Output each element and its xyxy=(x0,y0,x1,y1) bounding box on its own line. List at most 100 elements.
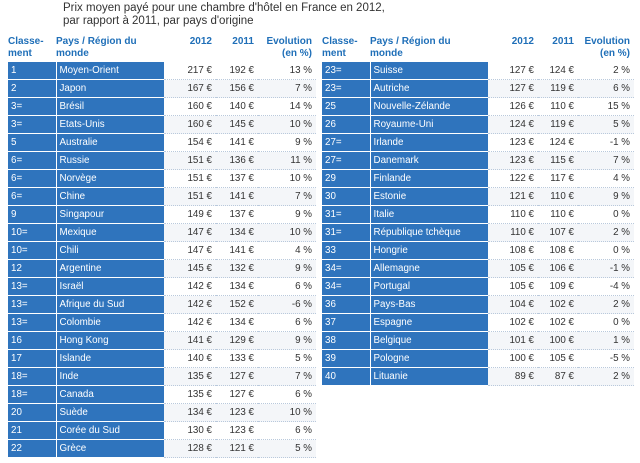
country-cell: Suède xyxy=(56,403,164,422)
price-2012-cell: 105 € xyxy=(488,259,538,278)
rank-cell: 6= xyxy=(8,169,57,188)
price-2012-cell: 142 € xyxy=(164,313,216,332)
evolution-cell: 9 % xyxy=(258,205,316,224)
evolution-cell: 10 % xyxy=(258,115,316,134)
price-2012-cell: 151 € xyxy=(164,151,216,170)
price-2012-cell: 151 € xyxy=(164,169,216,188)
table-row: 13= Israël 142 €134 €6 % xyxy=(8,277,316,296)
country-cell: Belgique xyxy=(370,331,488,350)
price-2012-cell: 147 € xyxy=(164,241,216,260)
table-row: 9 Singapour 149 €137 €9 % xyxy=(8,205,316,224)
evolution-cell: 10 % xyxy=(258,403,316,422)
header-country: Pays / Région du monde xyxy=(56,36,137,59)
evolution-cell: 7 % xyxy=(578,151,634,170)
header-evolution: Evolution (en %) xyxy=(584,36,630,59)
table-row: 37 Espagne 102 €102 €0 % xyxy=(322,313,634,332)
table-row: 3= Etats-Unis 160 €145 €10 % xyxy=(8,115,316,134)
price-2012-cell: 149 € xyxy=(164,205,216,224)
table-header-row: Classe-ment Pays / Région du monde 2012 2… xyxy=(8,36,316,62)
evolution-cell: 6 % xyxy=(258,277,316,296)
price-2012-cell: 130 € xyxy=(164,421,216,440)
table-row: 10= Mexique 147 €134 €10 % xyxy=(8,223,316,242)
page-title: Prix moyen payé pour une chambre d'hôtel… xyxy=(63,2,483,28)
rank-cell: 9 xyxy=(8,205,57,224)
price-2012-cell: 135 € xyxy=(164,367,216,386)
table-row: 31= République tchèque 110 €107 €2 % xyxy=(322,223,634,242)
table-row: 40 Lituanie 89 €87 €2 % xyxy=(322,367,634,386)
evolution-cell: -6 % xyxy=(258,295,316,314)
table-row: 25 Nouvelle-Zélande 126 €110 €15 % xyxy=(322,97,634,116)
price-2011-cell: 127 € xyxy=(216,385,258,404)
country-cell: Israël xyxy=(56,277,164,296)
rank-cell: 29 xyxy=(322,169,371,188)
table-row: 30 Estonie 121 €110 €9 % xyxy=(322,187,634,206)
rank-cell: 38 xyxy=(322,331,371,350)
country-cell: Colombie xyxy=(56,313,164,332)
rank-cell: 37 xyxy=(322,313,371,332)
price-2011-cell: 123 € xyxy=(216,421,258,440)
rank-cell: 39 xyxy=(322,349,371,368)
country-cell: Mexique xyxy=(56,223,164,242)
country-cell: Corée du Sud xyxy=(56,421,164,440)
rank-cell: 16 xyxy=(8,331,57,350)
table-row: 26 Royaume-Uni 124 €119 €5 % xyxy=(322,115,634,134)
rank-cell: 27= xyxy=(322,133,371,152)
evolution-cell: 6 % xyxy=(578,79,634,98)
country-cell: Japon xyxy=(56,79,164,98)
table-row: 18= Inde 135 €127 €7 % xyxy=(8,367,316,386)
country-cell: Norvège xyxy=(56,169,164,188)
price-2011-cell: 110 € xyxy=(538,205,578,224)
price-2012-cell: 105 € xyxy=(488,277,538,296)
country-cell: Danemark xyxy=(370,151,488,170)
table-row: 17 Islande 140 €133 €5 % xyxy=(8,349,316,368)
price-2011-cell: 141 € xyxy=(216,241,258,260)
evolution-cell: 13 % xyxy=(258,62,316,80)
rank-cell: 13= xyxy=(8,295,57,314)
price-2012-cell: 110 € xyxy=(488,205,538,224)
table-row: 21 Corée du Sud 130 €123 €6 % xyxy=(8,421,316,440)
rank-cell: 6= xyxy=(8,187,57,206)
evolution-cell: 6 % xyxy=(258,385,316,404)
evolution-cell: 9 % xyxy=(258,259,316,278)
price-2012-cell: 123 € xyxy=(488,133,538,152)
price-2012-cell: 110 € xyxy=(488,223,538,242)
price-2011-cell: 137 € xyxy=(216,205,258,224)
country-cell: Irlande xyxy=(370,133,488,152)
country-cell: Nouvelle-Zélande xyxy=(370,97,488,116)
price-2011-cell: 192 € xyxy=(216,62,258,80)
price-2011-cell: 133 € xyxy=(216,349,258,368)
price-2011-cell: 117 € xyxy=(538,169,578,188)
evolution-cell: 7 % xyxy=(258,79,316,98)
country-cell: Autriche xyxy=(370,79,488,98)
evolution-cell: 7 % xyxy=(258,187,316,206)
price-2012-cell: 160 € xyxy=(164,97,216,116)
price-2012-cell: 102 € xyxy=(488,313,538,332)
country-cell: Etats-Unis xyxy=(56,115,164,134)
header-rank: Classe-ment xyxy=(8,36,44,59)
price-2012-cell: 134 € xyxy=(164,403,216,422)
price-2011-cell: 87 € xyxy=(538,367,578,386)
country-cell: Canada xyxy=(56,385,164,404)
price-2011-cell: 119 € xyxy=(538,115,578,134)
header-rank: Classe-ment xyxy=(322,36,358,59)
price-2011-cell: 123 € xyxy=(216,403,258,422)
price-2011-cell: 115 € xyxy=(538,151,578,170)
header-country: Pays / Région du monde xyxy=(370,36,451,59)
price-2011-cell: 109 € xyxy=(538,277,578,296)
country-cell: Moyen-Orient xyxy=(56,62,164,80)
rank-cell: 10= xyxy=(8,241,57,260)
price-2011-cell: 119 € xyxy=(538,79,578,98)
country-cell: Suisse xyxy=(370,62,488,80)
table-row: 22 Grèce 128 €121 €5 % xyxy=(8,439,316,458)
table-row: 34= Portugal 105 €109 € -4 % xyxy=(322,277,634,296)
country-cell: Lituanie xyxy=(370,367,488,386)
table-row: 6= Russie 151 €136 €11 % xyxy=(8,151,316,170)
evolution-cell: -1 % xyxy=(578,259,634,278)
rank-cell: 10= xyxy=(8,223,57,242)
rank-cell: 18= xyxy=(8,367,57,386)
evolution-cell: 4 % xyxy=(578,169,634,188)
table-row: 13= Afrique du Sud 142 €152 € -6 % xyxy=(8,295,316,314)
evolution-cell: -1 % xyxy=(578,133,634,152)
price-2012-cell: 122 € xyxy=(488,169,538,188)
price-2011-cell: 134 € xyxy=(216,277,258,296)
